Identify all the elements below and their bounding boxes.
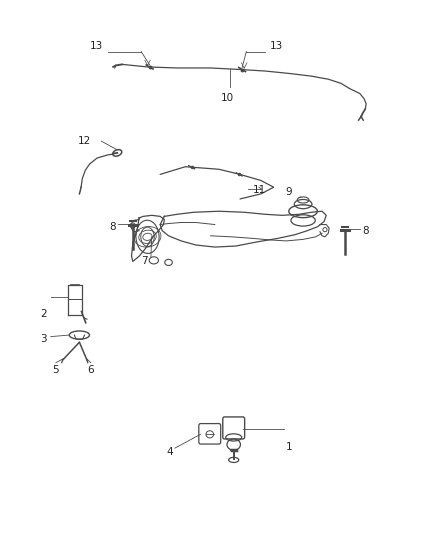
Text: 8: 8 <box>362 225 369 236</box>
Text: 13: 13 <box>269 42 283 52</box>
Text: 13: 13 <box>90 42 103 52</box>
Text: 4: 4 <box>166 447 173 457</box>
Text: 10: 10 <box>221 93 234 102</box>
Text: 11: 11 <box>253 185 266 195</box>
Text: 3: 3 <box>40 334 46 344</box>
Text: 8: 8 <box>110 222 116 232</box>
Text: 1: 1 <box>286 442 293 451</box>
Text: 9: 9 <box>285 188 292 197</box>
Text: 7: 7 <box>141 256 148 266</box>
Text: 5: 5 <box>52 365 58 375</box>
Text: 12: 12 <box>78 136 91 146</box>
Text: 2: 2 <box>40 309 46 319</box>
Text: 6: 6 <box>88 365 94 375</box>
